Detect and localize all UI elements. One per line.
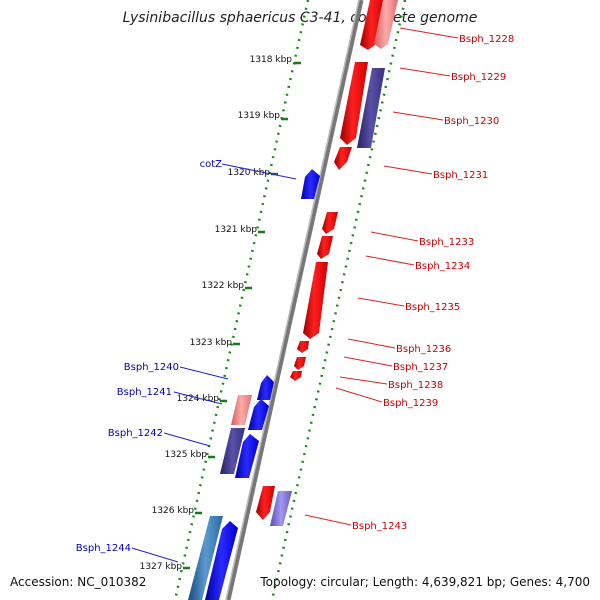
gene-label[interactable]: Bsph_1241 (117, 387, 172, 398)
gene-label[interactable]: Bsph_1230 (444, 116, 499, 127)
gene-label[interactable]: Bsph_1238 (388, 380, 443, 391)
tick-label: 1324 kbp (177, 394, 220, 404)
gene-arrow-bsph-1243-b[interactable] (270, 491, 292, 526)
gene-arrow-bsph-1234[interactable] (317, 236, 333, 259)
gene-label[interactable]: Bsph_1239 (383, 398, 438, 409)
left-dotted-track (173, 0, 310, 600)
gene-label[interactable]: Bsph_1236 (396, 344, 451, 355)
right-gene-labels: Bsph_1228 Bsph_1229 Bsph_1230 Bsph_1231 … (352, 34, 514, 532)
tick-label: 1323 kbp (190, 338, 233, 348)
gene-arrow-bsph-1241-b[interactable] (231, 395, 252, 425)
gene-label[interactable]: Bsph_1229 (451, 72, 506, 83)
gene-label[interactable]: Bsph_1228 (459, 34, 514, 45)
gene-arrow-bsph-1230[interactable] (357, 68, 385, 148)
gene-label[interactable]: Bsph_1242 (108, 428, 163, 439)
gene-label[interactable]: Bsph_1231 (433, 170, 488, 181)
gene-arrow-bsph-1243[interactable] (256, 486, 275, 520)
accession-text: Accession: NC_010382 (10, 575, 146, 589)
gene-arrow-bsph-1229[interactable] (340, 62, 368, 145)
gene-arrow-bsph-1228[interactable] (360, 0, 385, 50)
reverse-strand-genes (256, 0, 398, 526)
gene-arrow-bsph-1238[interactable] (290, 371, 302, 381)
kbp-ticks (183, 61, 301, 570)
topology-text: Topology: circular; Length: 4,639,821 bp… (259, 575, 590, 589)
forward-strand-genes (188, 169, 320, 600)
gene-arrow-bsph-1241[interactable] (248, 399, 269, 430)
gene-arrow-bsph-1233[interactable] (322, 212, 338, 234)
gene-arrow-bsph-1244[interactable] (188, 516, 223, 600)
gene-label[interactable]: Bsph_1244 (76, 543, 131, 554)
gene-label[interactable]: cotZ (200, 159, 223, 170)
gene-arrow-bsph-1235[interactable] (303, 262, 328, 339)
right-dotted-track (270, 0, 407, 600)
gene-arrow-bsph-1242-b[interactable] (235, 434, 259, 478)
gene-label[interactable]: Bsph_1237 (393, 362, 448, 373)
tick-label: 1327 kbp (140, 562, 183, 572)
tick-label: 1321 kbp (215, 225, 258, 235)
gene-arrow-bsph-1237[interactable] (294, 357, 306, 370)
tick-label: 1325 kbp (165, 450, 208, 460)
gene-label[interactable]: Bsph_1234 (415, 261, 470, 272)
tick-label: 1326 kbp (152, 506, 195, 516)
gene-label[interactable]: Bsph_1233 (419, 237, 474, 248)
gene-arrow-bsph-1236[interactable] (297, 341, 309, 353)
gene-label[interactable]: Bsph_1243 (352, 521, 407, 532)
left-gene-labels: cotZ Bsph_1240 Bsph_1241 Bsph_1242 Bsph_… (76, 159, 222, 554)
right-leader-lines (304, 27, 459, 526)
tick-label: 1319 kbp (238, 111, 281, 121)
kbp-tick-labels: 1318 kbp 1319 kbp 1320 kbp 1321 kbp 1322… (140, 55, 293, 572)
left-leader-lines (131, 163, 297, 563)
gene-arrow-bsph-1240[interactable] (257, 375, 274, 400)
tick-label: 1320 kbp (228, 168, 271, 178)
gene-label[interactable]: Bsph_1235 (405, 302, 460, 313)
gene-label[interactable]: Bsph_1240 (124, 362, 179, 373)
gene-arrow-bsph-1244-b[interactable] (205, 521, 238, 600)
gene-arrow-bsph-1242[interactable] (220, 428, 245, 474)
gene-arrow-cotz[interactable] (301, 169, 320, 199)
map-title: Lysinibacillus sphaericus C3-41, complet… (123, 10, 478, 26)
gene-arrow-bsph-1231[interactable] (334, 147, 352, 170)
backbone (225, 0, 364, 600)
gene-arrow-bsph-1228-b[interactable] (374, 0, 398, 49)
tick-label: 1322 kbp (202, 281, 245, 291)
tick-label: 1318 kbp (250, 55, 293, 65)
